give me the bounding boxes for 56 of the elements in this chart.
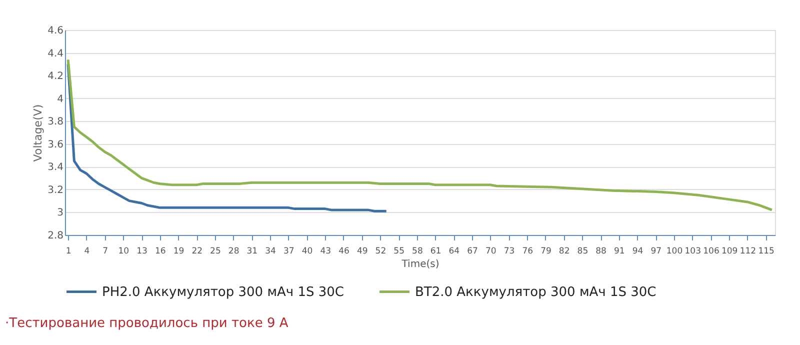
y-tick-label: 4.6	[48, 26, 64, 36]
x-tick-label: 46	[338, 246, 350, 256]
x-tick-label: 91	[614, 246, 625, 256]
y-tick-label: 3.2	[48, 184, 64, 196]
x-tick-label: 16	[154, 246, 166, 256]
x-tick-label: 67	[467, 246, 478, 256]
text: ·Тестирование проводилось при токе 9 A	[5, 316, 288, 331]
x-tick-label: 100	[666, 246, 683, 256]
x-tick-label: 34	[265, 246, 276, 256]
x-tick-label: 31	[246, 246, 258, 256]
x-tick-label: 61	[430, 246, 442, 256]
x-tick-label: 52	[375, 246, 386, 256]
x-tick-label: 76	[522, 246, 534, 256]
x-tick-label: 82	[558, 246, 570, 256]
x-tick-label: 64	[448, 246, 460, 256]
y-tick-label: 3.6	[48, 139, 64, 150]
x-tick-label: 7	[102, 246, 108, 256]
x-tick-label: 85	[577, 246, 588, 256]
y-tick-label: 4.2	[48, 71, 64, 82]
x-tick-label: 40	[302, 246, 313, 256]
x-tick-label: 97	[650, 246, 662, 256]
x-tick-label: 4	[84, 246, 90, 256]
y-tick-label: 3.8	[48, 116, 64, 128]
y-tick-label: 3	[57, 208, 64, 219]
x-tick-label: 88	[596, 246, 606, 256]
x-tick-label: 22	[192, 246, 203, 256]
line-series	[66, 58, 774, 212]
x-tick-label: 115	[758, 246, 774, 256]
x-tick-label: 25	[210, 246, 221, 256]
x-tick-label: 106	[703, 246, 720, 256]
y-tick-label: 2.8	[48, 230, 64, 242]
x-axis-title: Time(s)	[400, 259, 440, 270]
x-tick-label: 94	[632, 246, 644, 256]
x-tick-label: 1	[66, 246, 72, 256]
legend-label: BT2.0 Аккумулятор 300 мАч 1S 30C	[415, 284, 656, 300]
x-tick-label: 58	[412, 246, 423, 256]
y-tick-label: 4	[57, 94, 64, 105]
y-axis-title: Voltage(V)	[32, 104, 45, 162]
x-tick-label: 55	[394, 246, 404, 256]
x-tick-label: 103	[684, 246, 701, 256]
x-tick-label: 73	[504, 246, 515, 256]
legend-label: PH2.0 Аккумулятор 300 мАч 1S 30C	[102, 284, 344, 300]
x-tick-label: 10	[118, 246, 130, 256]
x-tick-label: 43	[320, 246, 332, 256]
x-tick-label: 79	[540, 246, 552, 256]
y-tick-label: 3.4	[48, 162, 64, 174]
x-tick-label: 109	[721, 246, 738, 256]
line-series	[66, 62, 388, 212]
x-tick-label: 19	[173, 246, 184, 256]
x-tick-label: 70	[485, 246, 496, 256]
x-tick-label: 28	[228, 246, 240, 256]
x-tick-label: 37	[283, 246, 294, 256]
x-tick-label: 49	[356, 246, 368, 256]
y-tick-label: 4.4	[48, 48, 64, 60]
x-tick-label: 13	[136, 246, 148, 256]
x-tick-label: 112	[740, 246, 756, 256]
